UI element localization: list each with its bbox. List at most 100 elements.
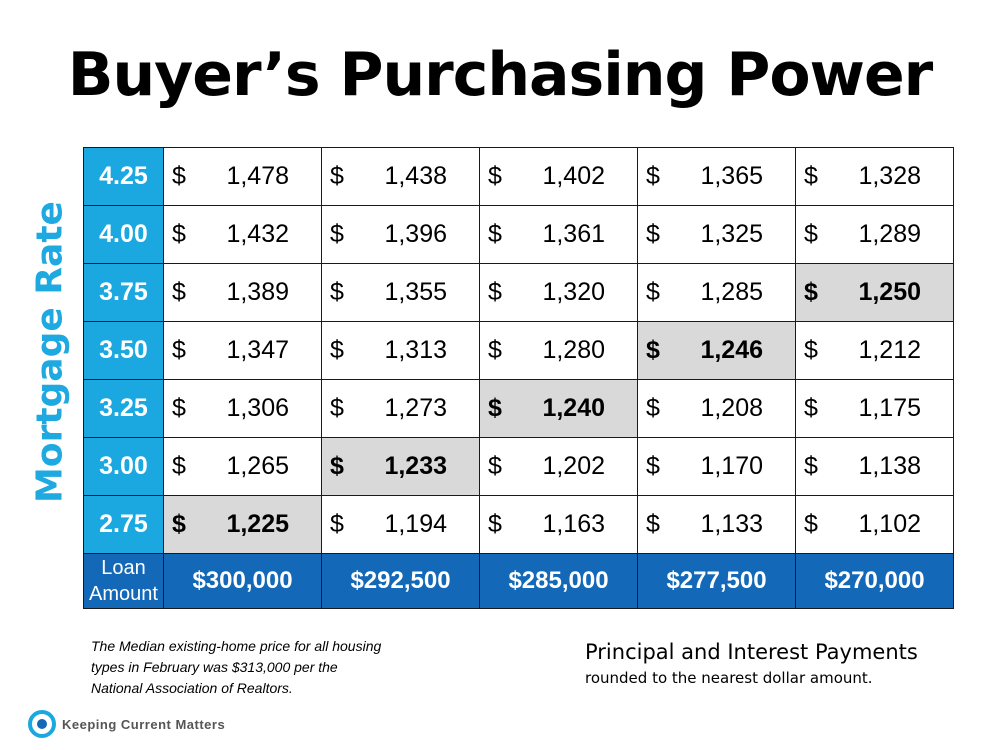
currency-symbol: $ — [172, 336, 186, 364]
currency-symbol: $ — [488, 278, 502, 306]
payment-cell: $1,365 — [637, 147, 796, 206]
payment-cell: $1,212 — [795, 321, 954, 380]
payment-value: 1,396 — [384, 220, 447, 248]
payment-cell: $1,325 — [637, 205, 796, 264]
mortgage-rate-cell: 4.25 — [83, 147, 164, 206]
payment-cell: $1,202 — [479, 437, 638, 496]
currency-symbol: $ — [488, 452, 502, 480]
payment-cell: $1,285 — [637, 263, 796, 322]
mortgage-rate-cell: 3.50 — [83, 321, 164, 380]
currency-symbol: $ — [172, 394, 186, 422]
table-row: 2.75 $1,225 $1,194 $1,163 $1,133 $1,102 — [83, 495, 954, 554]
payment-cell: $1,163 — [479, 495, 638, 554]
payment-cell: $1,306 — [163, 379, 322, 438]
payment-cell: $1,389 — [163, 263, 322, 322]
currency-symbol: $ — [172, 510, 186, 538]
payment-cell: $1,175 — [795, 379, 954, 438]
payment-note-title: Principal and Interest Payments — [585, 640, 918, 664]
table-row: 3.75 $1,389 $1,355 $1,320 $1,285 $1,250 — [83, 263, 954, 322]
payment-value: 1,280 — [542, 336, 605, 364]
brand-name: Keeping Current Matters — [62, 716, 226, 732]
payment-cell: $1,265 — [163, 437, 322, 496]
table-row: 3.00 $1,265 $1,233 $1,202 $1,170 $1,138 — [83, 437, 954, 496]
payment-value: 1,163 — [542, 510, 605, 538]
currency-symbol: $ — [804, 220, 818, 248]
payment-cell: $1,361 — [479, 205, 638, 264]
currency-symbol: $ — [646, 220, 660, 248]
table-row: 3.50 $1,347 $1,313 $1,280 $1,246 $1,212 — [83, 321, 954, 380]
highlighted-payment-cell: $1,233 — [321, 437, 480, 496]
currency-symbol: $ — [804, 278, 818, 306]
payment-value: 1,355 — [384, 278, 447, 306]
payment-value: 1,347 — [226, 336, 289, 364]
payment-value: 1,225 — [226, 510, 289, 538]
payment-value: 1,202 — [542, 452, 605, 480]
median-price-footnote: The Median existing-home price for all h… — [91, 638, 382, 696]
payment-cell: $1,438 — [321, 147, 480, 206]
payment-value: 1,212 — [858, 336, 921, 364]
payment-value: 1,250 — [858, 278, 921, 306]
payment-value: 1,432 — [226, 220, 289, 248]
currency-symbol: $ — [172, 220, 186, 248]
payment-value: 1,133 — [700, 510, 763, 538]
currency-symbol: $ — [804, 452, 818, 480]
payment-cell: $1,102 — [795, 495, 954, 554]
payment-cell: $1,328 — [795, 147, 954, 206]
payment-value: 1,170 — [700, 452, 763, 480]
loan-amount-row: Loan Amount $300,000 $292,500 $285,000 $277,5… — [83, 553, 954, 609]
currency-symbol: $ — [646, 394, 660, 422]
payment-value: 1,389 — [226, 278, 289, 306]
table-row: 4.25 $1,478 $1,438 $1,402 $1,365 $1,328 — [83, 147, 954, 206]
currency-symbol: $ — [804, 394, 818, 422]
table-row: 3.25 $1,306 $1,273 $1,240 $1,208 $1,175 — [83, 379, 954, 438]
mortgage-rate-cell: 3.75 — [83, 263, 164, 322]
currency-symbol: $ — [488, 336, 502, 364]
loan-amount-cell: $270,000 — [795, 553, 954, 609]
currency-symbol: $ — [488, 510, 502, 538]
payment-cell: $1,347 — [163, 321, 322, 380]
payment-cell: $1,280 — [479, 321, 638, 380]
loan-amount-cell: $285,000 — [479, 553, 638, 609]
payment-cell: $1,208 — [637, 379, 796, 438]
payment-value: 1,285 — [700, 278, 763, 306]
payment-value: 1,175 — [858, 394, 921, 422]
currency-symbol: $ — [330, 220, 344, 248]
brand-logo: Keeping Current Matters — [28, 710, 225, 738]
payment-value: 1,306 — [226, 394, 289, 422]
payment-cell: $1,133 — [637, 495, 796, 554]
currency-symbol: $ — [646, 510, 660, 538]
loan-amount-cell: $277,500 — [637, 553, 796, 609]
currency-symbol: $ — [646, 162, 660, 190]
loan-amount-cell: $292,500 — [321, 553, 480, 609]
payment-value: 1,289 — [858, 220, 921, 248]
payment-value: 1,265 — [226, 452, 289, 480]
payment-value: 1,438 — [384, 162, 447, 190]
page-title: Buyer’s Purchasing Power — [67, 40, 934, 110]
mortgage-rate-cell: 3.25 — [83, 379, 164, 438]
loan-label-line1: Loan — [101, 557, 146, 579]
table-row: 4.00 $1,432 $1,396 $1,361 $1,325 $1,289 — [83, 205, 954, 264]
payment-note-subtitle: rounded to the nearest dollar amount. — [585, 669, 873, 687]
payment-value: 1,240 — [542, 394, 605, 422]
currency-symbol: $ — [804, 336, 818, 364]
payment-table: 4.25 $1,478 $1,438 $1,402 $1,365 $1,328 4.00 $1… — [83, 147, 954, 609]
currency-symbol: $ — [330, 162, 344, 190]
payment-cell: $1,402 — [479, 147, 638, 206]
currency-symbol: $ — [172, 452, 186, 480]
mortgage-rate-cell: 3.00 — [83, 437, 164, 496]
payment-value: 1,246 — [700, 336, 763, 364]
mortgage-rate-axis-label: Mortgage Rate — [29, 201, 71, 503]
payment-value: 1,478 — [226, 162, 289, 190]
highlighted-payment-cell: $1,240 — [479, 379, 638, 438]
payment-value: 1,233 — [384, 452, 447, 480]
loan-amount-label: Loan Amount — [83, 553, 164, 609]
currency-symbol: $ — [330, 278, 344, 306]
payment-value: 1,102 — [858, 510, 921, 538]
payment-cell: $1,273 — [321, 379, 480, 438]
highlighted-payment-cell: $1,246 — [637, 321, 796, 380]
payment-value: 1,138 — [858, 452, 921, 480]
payment-cell: $1,138 — [795, 437, 954, 496]
currency-symbol: $ — [804, 510, 818, 538]
payment-value: 1,361 — [542, 220, 605, 248]
payment-cell: $1,289 — [795, 205, 954, 264]
